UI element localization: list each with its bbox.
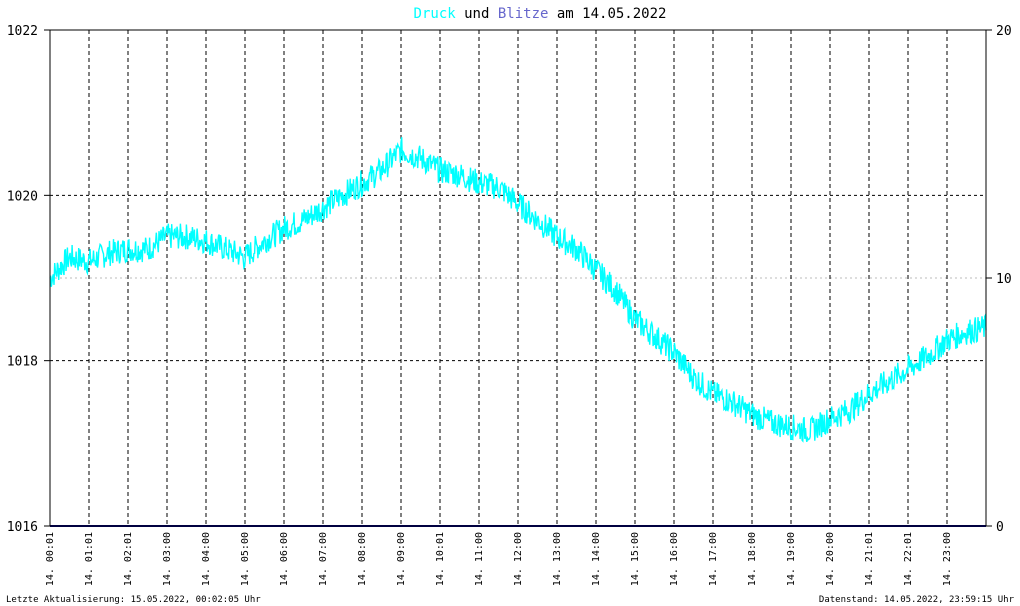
x-tick-label: 14. 18:00 — [747, 532, 758, 586]
x-tick-label: 14. 15:00 — [630, 532, 641, 586]
x-tick-label: 14. 08:00 — [357, 532, 368, 586]
x-tick-label: 14. 06:00 — [279, 532, 290, 586]
y-right-tick-label: 10 — [996, 272, 1012, 287]
title-und: und — [464, 6, 489, 22]
x-tick-label: 14. 07:00 — [318, 532, 329, 586]
x-tick-label: 14. 00:01 — [45, 532, 56, 586]
x-tick-label: 14. 05:00 — [240, 532, 251, 586]
x-tick-label: 14. 01:01 — [84, 532, 95, 586]
x-tick-label: 14. 10:01 — [435, 532, 446, 586]
title-date: am 14.05.2022 — [557, 6, 667, 22]
x-tick-label: 14. 21:01 — [864, 532, 875, 586]
x-tick-label: 14. 03:00 — [162, 532, 173, 586]
footer-data-status: Datenstand: 14.05.2022, 23:59:15 Uhr — [818, 595, 1014, 605]
title-druck: Druck — [414, 6, 457, 22]
x-tick-label: 14. 13:00 — [552, 532, 563, 586]
y-right-tick-label: 0 — [996, 520, 1004, 535]
series-druck-line — [49, 137, 987, 443]
y-axis-right: 0 10 20 — [986, 24, 1012, 535]
x-tick-label: 14. 12:00 — [513, 532, 524, 586]
x-axis: 14. 00:01 14. 01:01 14. 02:01 14. 03:00 14. … — [45, 532, 953, 586]
x-tick-label: 14. 20:00 — [825, 532, 836, 586]
x-tick-label: 14. 22:01 — [903, 532, 914, 586]
y-left-tick-label: 1020 — [7, 189, 38, 204]
footer-last-update: Letzte Aktualisierung: 15.05.2022, 00:02… — [6, 595, 261, 605]
x-tick-label: 14. 11:00 — [474, 532, 485, 586]
x-tick-label: 14. 09:00 — [396, 532, 407, 586]
y-left-tick-label: 1022 — [7, 24, 38, 39]
y-left-tick-label: 1016 — [7, 520, 38, 535]
x-tick-label: 14. 14:00 — [591, 532, 602, 586]
x-tick-label: 14. 23:00 — [942, 532, 953, 586]
y-left-tick-label: 1018 — [7, 355, 38, 370]
svg-text:Druck und Blitze am 14.05.2022: Druck und Blitze am 14.05.2022 — [414, 6, 667, 22]
x-tick-label: 14. 17:00 — [708, 532, 719, 586]
title-blitze: Blitze — [498, 6, 549, 22]
x-tick-label: 14. 04:00 — [201, 532, 212, 586]
grid — [50, 30, 986, 526]
chart-title: Druck und Blitze am 14.05.2022 — [414, 6, 667, 22]
x-tick-label: 14. 16:00 — [669, 532, 680, 586]
x-tick-label: 14. 02:01 — [123, 532, 134, 586]
x-tick-label: 14. 19:00 — [786, 532, 797, 586]
y-axis-left: 1016 1018 1020 1022 — [7, 24, 50, 535]
y-right-tick-label: 20 — [996, 24, 1012, 39]
